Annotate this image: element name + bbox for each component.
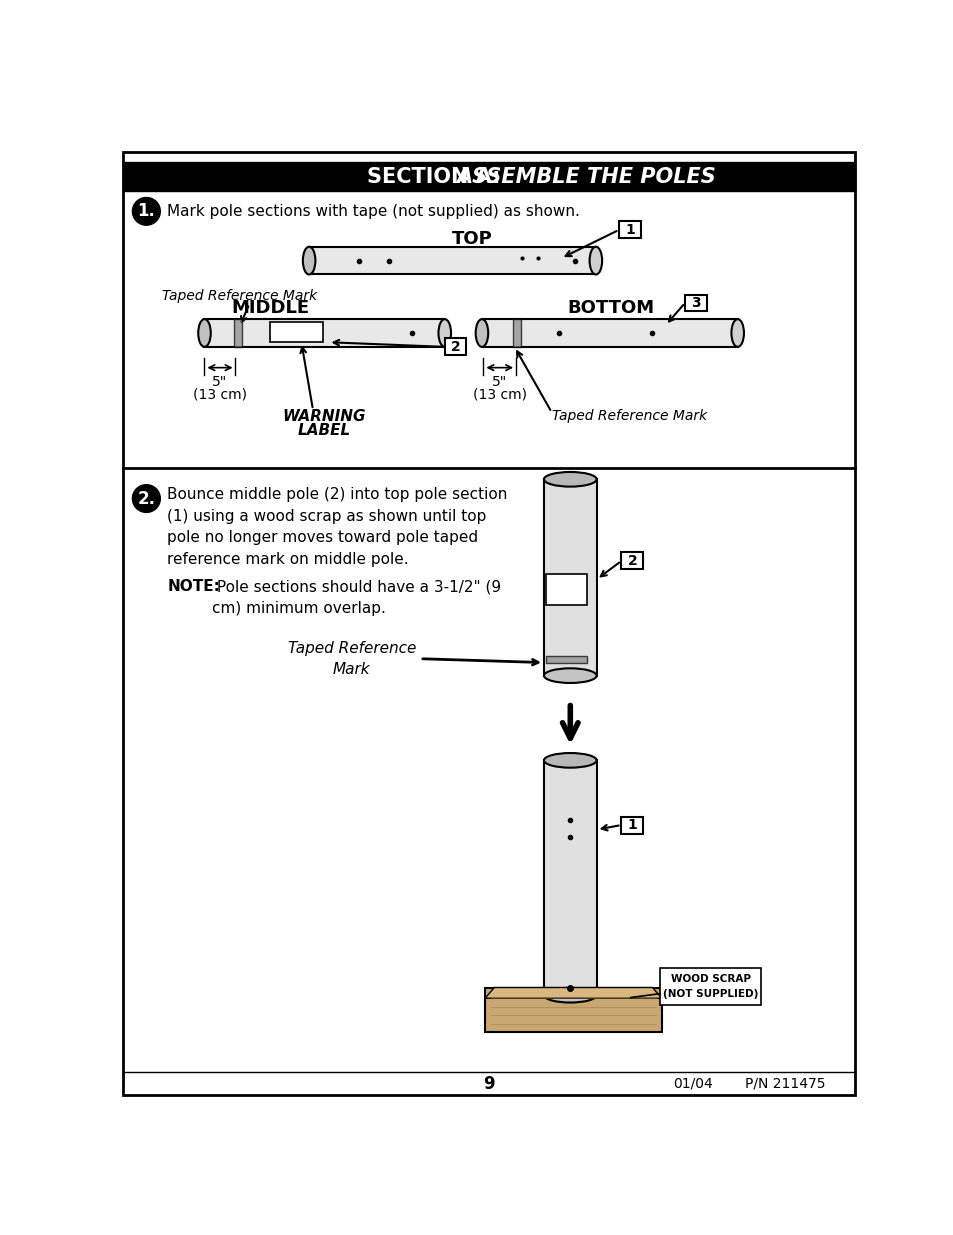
Text: 2: 2 (450, 340, 460, 354)
Ellipse shape (731, 319, 743, 347)
Text: WARNING: WARNING (283, 409, 366, 424)
Text: BOTTOM: BOTTOM (567, 299, 655, 317)
Text: 1.: 1. (137, 203, 155, 220)
Ellipse shape (589, 247, 601, 274)
Text: Mark pole sections with tape (not supplied) as shown.: Mark pole sections with tape (not suppli… (167, 204, 579, 219)
Text: 3: 3 (690, 296, 700, 310)
Ellipse shape (543, 668, 596, 683)
Bar (546, 656, 586, 663)
Text: 2: 2 (627, 555, 637, 568)
Text: Taped Reference
Mark: Taped Reference Mark (287, 641, 416, 677)
Bar (204, 319, 444, 347)
Text: (13 cm): (13 cm) (473, 388, 526, 401)
Text: Taped Reference Mark: Taped Reference Mark (162, 289, 316, 303)
Bar (543, 761, 596, 995)
Text: 1: 1 (627, 818, 637, 832)
Ellipse shape (198, 319, 211, 347)
Text: 9: 9 (482, 1074, 495, 1093)
Text: 1: 1 (624, 222, 634, 237)
Text: (NOT SUPPLIED): (NOT SUPPLIED) (662, 989, 758, 999)
Bar (481, 319, 737, 347)
Ellipse shape (543, 753, 596, 768)
Bar (123, 162, 854, 191)
Text: NOTE:: NOTE: (167, 579, 220, 594)
Text: 2.: 2. (137, 489, 155, 508)
Circle shape (132, 484, 160, 513)
Bar (309, 247, 596, 274)
Bar (233, 319, 242, 347)
Text: Bounce middle pole (2) into top pole section
(1) using a wood scrap as shown unt: Bounce middle pole (2) into top pole sec… (167, 487, 507, 567)
Text: MIDDLE: MIDDLE (231, 299, 309, 317)
Bar (513, 319, 521, 347)
Ellipse shape (543, 472, 596, 487)
Bar (484, 988, 661, 1032)
Ellipse shape (543, 988, 596, 1003)
Text: TOP: TOP (451, 230, 492, 248)
Bar (444, 338, 466, 356)
Polygon shape (484, 988, 661, 998)
Text: (13 cm): (13 cm) (193, 388, 247, 401)
Ellipse shape (302, 247, 315, 274)
Text: ASSEMBLE THE POLES: ASSEMBLE THE POLES (456, 167, 716, 186)
Bar (620, 552, 642, 569)
Text: Taped Reference Mark: Taped Reference Mark (551, 409, 706, 424)
Bar (620, 816, 642, 834)
Text: LABEL: LABEL (297, 424, 351, 438)
Bar (543, 479, 596, 676)
Bar (618, 221, 640, 238)
Bar (659, 968, 760, 1005)
Bar (684, 294, 706, 311)
Ellipse shape (438, 319, 451, 347)
Circle shape (132, 198, 160, 225)
Text: P/N 211475: P/N 211475 (744, 1077, 825, 1091)
Text: WOOD SCRAP: WOOD SCRAP (670, 974, 750, 984)
Bar (270, 322, 323, 342)
Text: Pole sections should have a 3-1/2" (9
cm) minimum overlap.: Pole sections should have a 3-1/2" (9 cm… (212, 579, 501, 616)
Text: 5": 5" (213, 374, 228, 389)
Ellipse shape (476, 319, 488, 347)
Text: SECTION A:: SECTION A: (367, 167, 507, 186)
Bar (546, 574, 586, 605)
Text: 01/04: 01/04 (672, 1077, 712, 1091)
Text: 5": 5" (492, 374, 507, 389)
